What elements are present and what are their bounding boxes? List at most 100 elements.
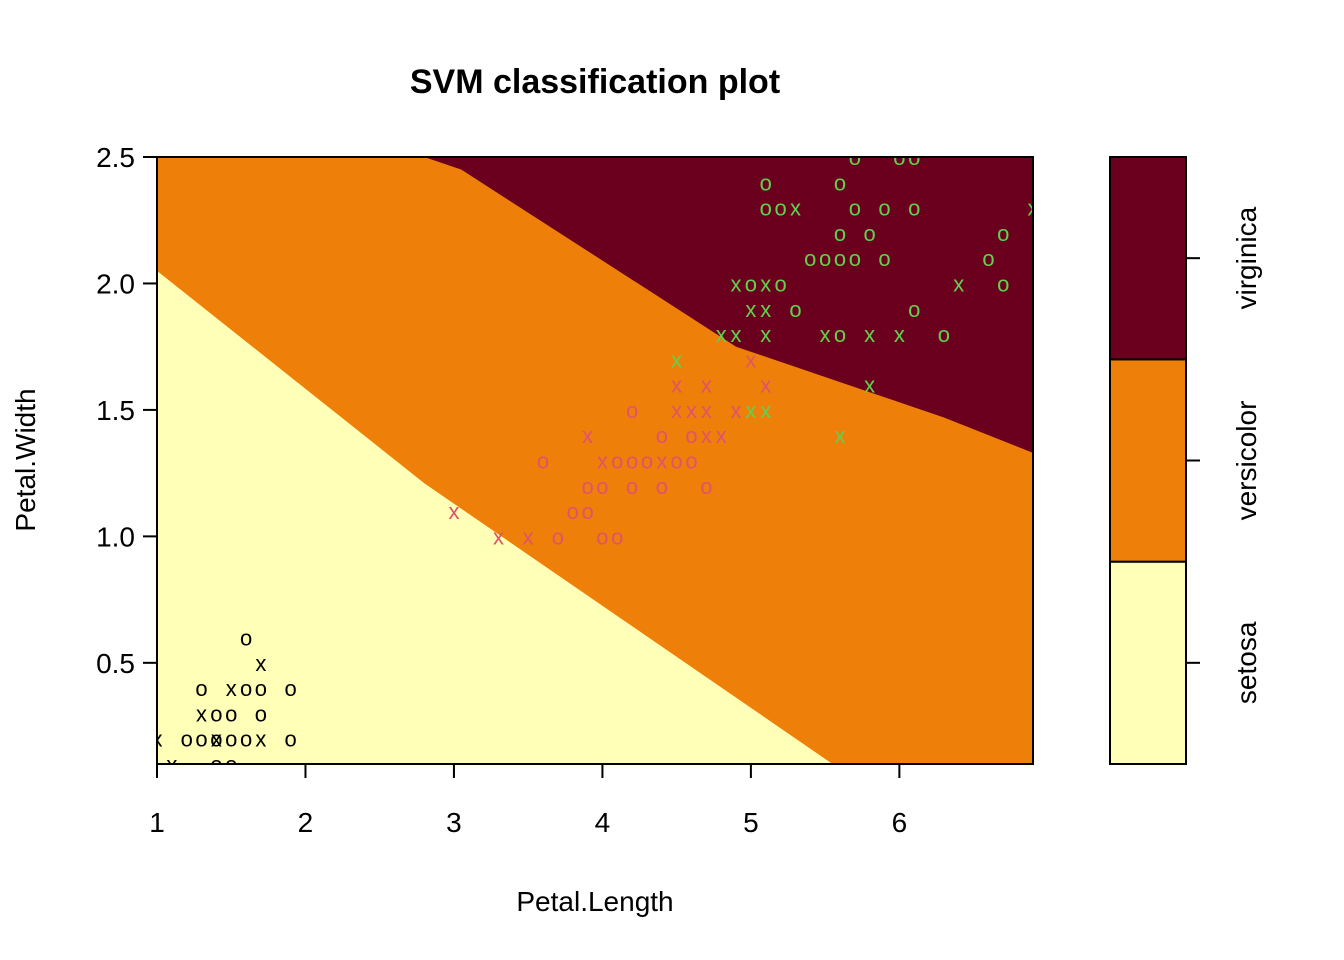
support-vector-point-virginica: x [731,271,742,296]
support-vector-point-versicolor: x [716,423,727,448]
data-point-versicolor: o [596,474,608,499]
data-point-versicolor: o [685,423,697,448]
support-vector-point-versicolor: x [701,398,712,423]
chart-title: SVM classification plot [410,63,780,101]
x-tick-label: 6 [892,807,908,838]
data-point-virginica: o [893,145,905,170]
support-vector-point-versicolor: x [523,524,534,549]
data-point-virginica: o [834,170,846,195]
y-tick-label: 1.5 [96,395,135,426]
y-tick-label: 2.0 [96,268,135,299]
data-point-versicolor: o [552,524,564,549]
data-point-versicolor: o [641,449,653,474]
data-point-setosa: o [225,752,237,777]
support-vector-point-virginica: x [760,271,771,296]
support-vector-point-setosa: x [152,727,163,752]
data-point-setosa: o [210,701,222,726]
data-point-virginica: o [908,297,920,322]
support-vector-point-versicolor: x [582,423,593,448]
data-point-setosa: o [210,727,222,752]
data-points: xxooxooooxoxooooooxoxooxxxooooxoooxooooo… [152,145,1033,777]
key-label-virginica: virginica [1231,206,1262,309]
support-vector-point-versicolor: x [745,347,756,372]
support-vector-point-versicolor: x [760,373,771,398]
y-axis: 0.5 1.0 1.5 2.0 2.5 [96,142,158,679]
data-point-versicolor: o [626,398,638,423]
data-point-setosa: o [240,676,252,701]
support-vector-point-virginica: x [716,322,727,347]
y-tick-label: 2.5 [96,142,135,173]
support-vector-point-virginica: x [953,271,964,296]
data-point-setosa: o [285,727,297,752]
data-point-virginica: o [774,196,786,221]
support-vector-point-virginica: x [760,322,771,347]
data-point-setosa: o [181,727,193,752]
data-point-versicolor: o [656,474,668,499]
data-point-virginica: o [878,196,890,221]
decision-regions [157,157,1033,764]
support-vector-point-virginica: x [790,196,801,221]
support-vector-point-setosa: x [211,727,222,752]
support-vector-point-virginica: x [760,297,771,322]
data-point-virginica: o [908,196,920,221]
support-vector-point-versicolor: x [671,373,682,398]
data-point-setosa: o [255,701,267,726]
data-point-setosa: o [225,727,237,752]
support-vector-point-versicolor: x [671,398,682,423]
support-vector-point-setosa: x [255,651,266,676]
data-point-setosa: o [240,626,252,651]
data-point-virginica: o [849,246,861,271]
support-vector-point-virginica: x [745,297,756,322]
support-vector-point-setosa: x [166,752,177,777]
x-tick-label: 2 [298,807,314,838]
data-point-virginica: o [789,297,801,322]
support-vector-point-versicolor: x [597,449,608,474]
support-vector-point-virginica: x [894,322,905,347]
x-tick-label: 5 [743,807,759,838]
x-tick-label: 1 [149,807,165,838]
data-point-versicolor: o [581,474,593,499]
data-point-virginica: o [864,221,876,246]
class-color-key: setosa versicolor virginica [1109,156,1262,766]
data-point-virginica: o [819,246,831,271]
data-point-virginica: o [982,246,994,271]
data-point-virginica: o [760,170,772,195]
data-point-versicolor: o [581,499,593,524]
data-point-virginica: o [774,271,786,296]
support-vector-point-virginica: x [731,322,742,347]
data-point-versicolor: o [671,449,683,474]
data-point-versicolor: o [596,524,608,549]
data-point-setosa: o [195,676,207,701]
support-vector-point-virginica: x [864,373,875,398]
data-point-setosa: o [195,727,207,752]
data-point-versicolor: o [537,449,549,474]
key-swatch-setosa [1109,560,1187,766]
support-vector-point-virginica: x [745,398,756,423]
x-tick-label: 4 [595,807,611,838]
support-vector-point-virginica: x [671,347,682,372]
support-vector-point-versicolor: x [731,398,742,423]
key-label-setosa: setosa [1231,621,1262,704]
data-point-virginica: o [849,196,861,221]
support-vector-point-versicolor: x [493,524,504,549]
data-point-versicolor: o [567,499,579,524]
data-point-virginica: o [834,322,846,347]
key-swatch-virginica [1109,156,1187,361]
data-point-virginica: o [938,322,950,347]
region-virginica [424,157,1033,453]
data-point-setosa: o [210,752,222,777]
data-point-setosa: o [255,676,267,701]
support-vector-point-virginica: x [760,398,771,423]
data-point-virginica: o [878,246,890,271]
data-point-virginica: o [745,271,757,296]
data-point-virginica: o [804,246,816,271]
support-vector-point-versicolor: x [701,423,712,448]
data-point-versicolor: o [611,449,623,474]
data-point-versicolor: o [685,449,697,474]
y-tick-label: 0.5 [96,648,135,679]
data-point-setosa: o [285,676,297,701]
support-vector-point-setosa: x [255,727,266,752]
data-point-versicolor: o [626,449,638,474]
support-vector-point-versicolor: x [448,499,459,524]
